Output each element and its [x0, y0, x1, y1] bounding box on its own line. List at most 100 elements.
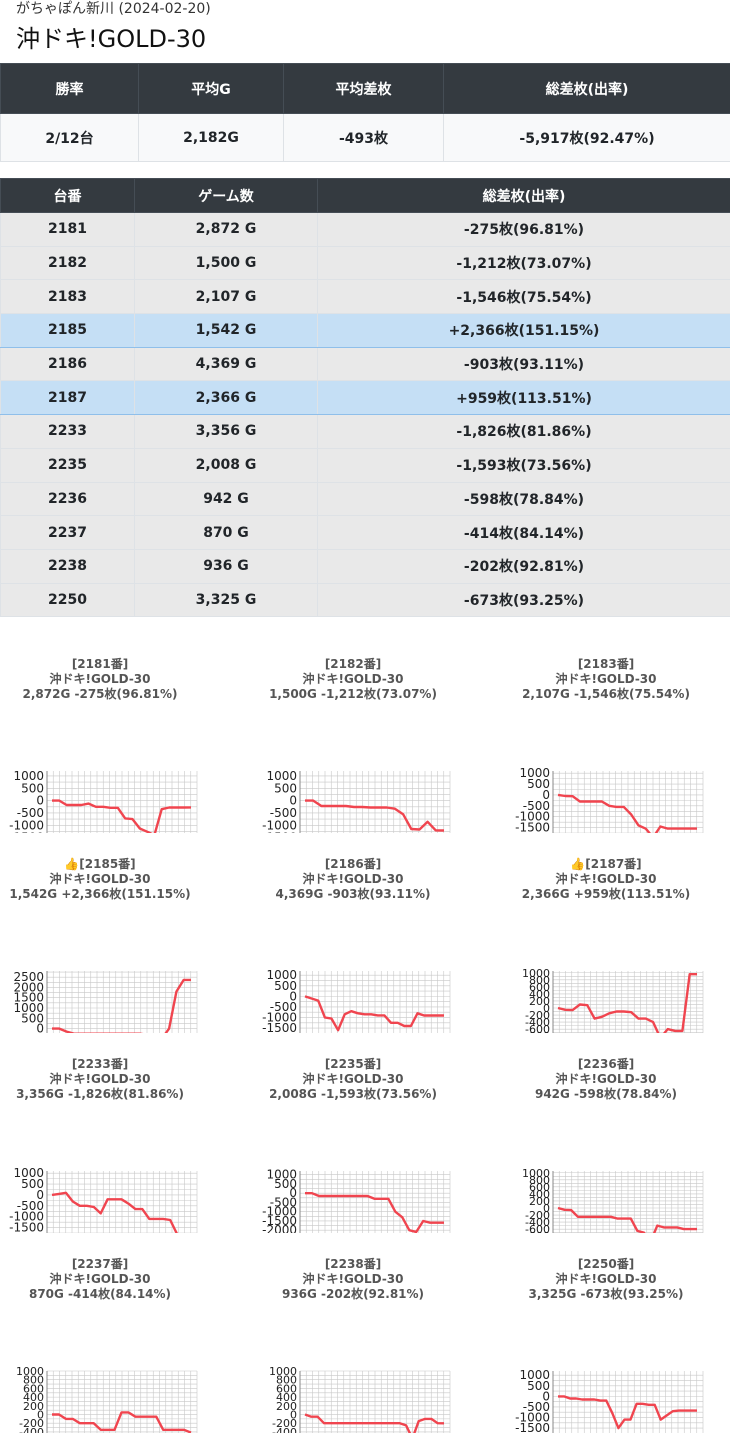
- y-tick-label: 1000: [16, 1365, 44, 1378]
- y-tick-label: 1000: [13, 1166, 44, 1180]
- diff-series-line: [52, 1411, 192, 1433]
- y-tick-label: 500: [274, 781, 297, 795]
- y-tick-label: 1500: [13, 991, 44, 1005]
- chart-caption: 1,500G -1,212枚(73.07%): [269, 687, 437, 701]
- y-tick-label: -500: [523, 799, 550, 813]
- chart-title: [2182番]: [324, 657, 382, 671]
- y-tick-label: 500: [21, 1011, 44, 1025]
- chart-caption: 942G -598枚(78.84%): [534, 1087, 678, 1101]
- slot-chart-card: 👍[2185番] 沖ドキ!GOLD-30 1,542G +2,366枚(151.15…: [0, 833, 200, 1033]
- machine-number: 2233: [0, 414, 135, 449]
- machine-header-diff: 総差枚(出率): [317, 178, 730, 213]
- y-tick-label: -1500: [515, 1421, 550, 1433]
- diff-series-line: [304, 995, 444, 1032]
- y-tick-label: 200: [529, 995, 550, 1008]
- y-tick-label: 1000: [269, 1365, 297, 1378]
- y-tick-label: 1000: [13, 769, 44, 783]
- y-tick-label: -1500: [515, 821, 550, 833]
- diff-series-line: [557, 793, 697, 833]
- chart-model: 沖ドキ!GOLD-30: [555, 872, 657, 886]
- y-tick-label: 500: [274, 1177, 297, 1191]
- machine-header-number: 台番: [0, 178, 135, 213]
- page-title: 沖ドキ!GOLD-30: [16, 25, 207, 53]
- machine-diff: -1,593枚(73.56%): [317, 447, 730, 483]
- machine-games: 2,366 G: [134, 380, 318, 416]
- y-tick-label: -500: [17, 1199, 44, 1213]
- slot-chart-card: [2233番] 沖ドキ!GOLD-30 3,356G -1,826枚(81.86%)…: [0, 1033, 200, 1233]
- machine-games: 936 G: [134, 548, 318, 584]
- machine-games: 1,542 G: [134, 313, 318, 348]
- table-row: 2183 2,107 G -1,546枚(75.54%): [0, 279, 730, 315]
- chart-model: 沖ドキ!GOLD-30: [49, 672, 151, 686]
- chart-caption: 2,366G +959枚(113.51%): [521, 887, 691, 901]
- y-tick-label: -500: [17, 806, 44, 820]
- machine-number: 2237: [0, 515, 135, 550]
- y-tick-label: -1000: [262, 1011, 297, 1025]
- slot-chart-card: [2186番] 沖ドキ!GOLD-30 4,369G -903枚(93.11%) 10…: [253, 833, 453, 1033]
- y-tick-label: 600: [23, 1382, 44, 1395]
- y-tick-label: -500: [17, 1032, 44, 1033]
- summary-avg-diff: -493枚: [283, 113, 444, 162]
- machine-number: 2183: [0, 279, 135, 315]
- machine-number: 2186: [0, 346, 135, 382]
- machine-games: 942 G: [134, 481, 318, 517]
- machine-games: 2,008 G: [134, 447, 318, 483]
- y-tick-label: 600: [529, 1181, 550, 1194]
- y-tick-label: -200: [525, 1009, 550, 1022]
- chart-title: 👍[2187番]: [570, 857, 642, 871]
- diff-series-line: [52, 799, 192, 833]
- y-tick-label: 600: [276, 1382, 297, 1395]
- y-tick-label: -1000: [515, 1411, 550, 1425]
- chart-model: 沖ドキ!GOLD-30: [49, 872, 151, 886]
- y-tick-label: -1500: [262, 831, 297, 833]
- y-tick-label: 400: [529, 1188, 550, 1201]
- machine-diff: -275枚(96.81%): [317, 212, 730, 247]
- y-tick-label: -500: [270, 806, 297, 820]
- table-row: 2181 2,872 G -275枚(96.81%): [0, 212, 730, 247]
- y-tick-label: 200: [276, 1400, 297, 1413]
- table-row: 2250 3,325 G -673枚(93.25%): [0, 582, 730, 618]
- table-row: 2185 1,542 G +2,366枚(151.15%): [0, 313, 730, 348]
- diff-series-line: [557, 973, 697, 1033]
- chart-model: 沖ドキ!GOLD-30: [555, 672, 657, 686]
- diff-series-line: [557, 1206, 697, 1233]
- table-row: 2235 2,008 G -1,593枚(73.56%): [0, 447, 730, 483]
- machine-number: 2238: [0, 548, 135, 584]
- y-tick-label: -500: [270, 1000, 297, 1014]
- y-tick-label: -600: [525, 1223, 550, 1233]
- y-tick-label: -200: [525, 1209, 550, 1222]
- y-tick-label: 0: [36, 1188, 44, 1202]
- chart-model: 沖ドキ!GOLD-30: [555, 1072, 657, 1086]
- y-tick-label: 200: [23, 1400, 44, 1413]
- chart-caption: 3,356G -1,826枚(81.86%): [16, 1087, 184, 1101]
- y-tick-label: 400: [529, 988, 550, 1001]
- chart-caption: 4,369G -903枚(93.11%): [275, 887, 431, 901]
- machine-number: 2235: [0, 447, 135, 483]
- machine-diff: -414枚(84.14%): [317, 515, 730, 550]
- chart-title: [2183番]: [577, 657, 635, 671]
- y-tick-label: -200: [272, 1417, 297, 1430]
- chart-title: [2250番]: [577, 1257, 635, 1271]
- machine-games: 3,356 G: [134, 414, 318, 449]
- diff-series-line: [305, 799, 445, 832]
- chart-title: [2186番]: [324, 857, 382, 871]
- y-tick-label: 500: [274, 979, 297, 993]
- chart-caption: 1,542G +2,366枚(151.15%): [9, 887, 191, 901]
- chart-model: 沖ドキ!GOLD-30: [49, 1072, 151, 1086]
- y-tick-label: 400: [23, 1391, 44, 1404]
- diff-series-line: [51, 1191, 179, 1233]
- slot-chart-card: [2237番] 沖ドキ!GOLD-30 870G -414枚(84.14%) 1000…: [0, 1233, 200, 1433]
- y-tick-label: -800: [525, 1030, 550, 1033]
- hall-date-subtitle: がちゃぽん新川 (2024-02-20): [16, 1, 211, 17]
- y-tick-label: -2000: [262, 1032, 297, 1033]
- y-tick-label: -2000: [515, 1432, 550, 1433]
- y-tick-label: -1500: [262, 1021, 297, 1033]
- y-tick-label: -400: [525, 1016, 550, 1029]
- table-row: 2233 3,356 G -1,826枚(81.86%): [0, 414, 730, 449]
